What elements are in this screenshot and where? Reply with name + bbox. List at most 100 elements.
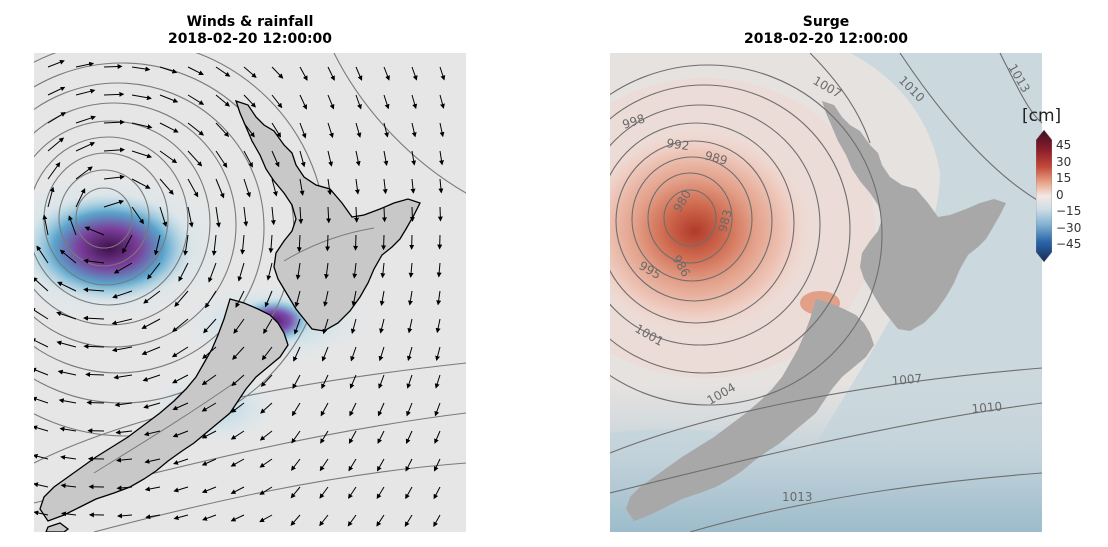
wind-arrow: [203, 318, 217, 334]
wind-arrow: [323, 290, 329, 307]
colorbar-tick: 45: [1056, 138, 1072, 152]
wind-arrow: [243, 178, 251, 198]
wind-arrow: [86, 400, 105, 406]
wind-arrow: [201, 486, 217, 494]
wind-arrow: [263, 318, 273, 334]
wind-arrow: [215, 66, 231, 77]
wind-arrow: [143, 402, 161, 409]
wind-arrow: [327, 178, 333, 196]
wind-arrow: [113, 262, 133, 274]
wind-arrow: [61, 511, 77, 517]
wind-arrow: [131, 66, 151, 72]
wind-arrow: [433, 486, 441, 500]
wind-arrow: [83, 287, 105, 293]
colorbar: [1036, 130, 1052, 262]
wind-arrow: [407, 318, 413, 334]
wind-arrow: [294, 290, 301, 308]
wind-arrow: [202, 514, 217, 521]
wind-arrow: [47, 186, 55, 208]
contour-label: 1007: [891, 371, 923, 388]
wind-arrow: [215, 122, 230, 138]
wind-arrow: [178, 262, 189, 282]
wind-arrow: [383, 150, 389, 166]
wind-arrow: [159, 178, 174, 195]
wind-arrow: [59, 249, 77, 264]
wind-arrow: [187, 150, 203, 167]
wind-arrow: [325, 234, 331, 252]
wind-arrow: [174, 290, 189, 307]
wind-arrow: [230, 458, 245, 467]
wind-arrow: [290, 486, 301, 499]
island-contours: [93, 227, 375, 474]
wind-arrow: [436, 290, 442, 306]
wind-arrow: [60, 483, 77, 489]
wind-arrow: [117, 513, 133, 519]
surge-isobars: [610, 53, 1042, 532]
wind-arrow: [355, 66, 363, 81]
wind-arrow: [230, 514, 245, 522]
wind-arrow: [103, 199, 125, 208]
wind-arrow: [405, 486, 413, 500]
wind-arrow: [410, 178, 416, 194]
wind-arrow: [187, 122, 204, 136]
surge-title: Surge 2018-02-20 12:00:00: [610, 14, 1042, 48]
wind-arrow: [159, 122, 179, 133]
wind-arrow: [143, 430, 161, 437]
wind-arrow: [75, 88, 96, 96]
wind-arrow: [351, 290, 357, 307]
wind-arrow: [376, 486, 385, 500]
wind-arrow: [348, 430, 357, 444]
wind-arrow: [383, 122, 389, 138]
wind-arrow: [381, 206, 387, 223]
wind-arrow: [349, 402, 357, 417]
wind-arrow: [327, 66, 335, 81]
wind-arrow: [347, 514, 357, 527]
wind-arrow: [215, 150, 228, 168]
wind-arrow: [83, 343, 105, 349]
wind-arrow: [259, 458, 273, 468]
wind-arrow: [439, 66, 446, 81]
wind-arrow: [142, 374, 161, 382]
wind-arrow: [85, 372, 105, 378]
wind-arrow: [34, 367, 49, 376]
wind-arrow: [439, 150, 444, 166]
wind-arrow: [58, 398, 77, 404]
wind-arrow: [116, 485, 133, 491]
wind-arrow: [260, 402, 273, 414]
wind-arrow: [319, 514, 329, 527]
wind-arrow: [173, 458, 189, 465]
wind-arrow: [34, 425, 49, 432]
wind-arrow: [290, 514, 301, 526]
wind-arrow: [354, 206, 360, 223]
wind-arrow: [379, 290, 385, 306]
wind-arrow: [377, 430, 385, 444]
wind-arrow: [84, 226, 105, 236]
wind-arrow: [320, 430, 329, 444]
wind-arrow: [435, 346, 441, 361]
wind-arrow: [47, 161, 61, 180]
wind-arrow: [103, 119, 125, 125]
wind-arrow: [159, 94, 179, 103]
wind-arrow: [383, 66, 390, 81]
wind-arrow: [380, 262, 386, 279]
wind-arrow: [261, 346, 273, 361]
wind-arrow: [173, 514, 189, 520]
wind-arrow: [260, 374, 273, 387]
wind-arrow: [59, 426, 77, 432]
wind-arrow: [232, 346, 245, 360]
contour-label: 998: [621, 111, 647, 131]
surge-map: 1007 1010 1013 998 992 989 983 980 986 9…: [610, 53, 1042, 532]
wind-arrow: [383, 94, 390, 110]
wind-arrow: [271, 178, 278, 197]
wind-arrow: [112, 290, 133, 299]
wind-arrow: [378, 374, 385, 389]
wind-arrow: [434, 430, 441, 444]
north-island-surge: [822, 101, 1006, 331]
panel-title-timestamp: 2018-02-20 12:00:00: [743, 31, 909, 47]
wind-arrow: [183, 234, 189, 256]
wind-arrow: [34, 338, 49, 348]
wind-arrow: [266, 262, 273, 281]
wind-arrow: [319, 458, 329, 472]
wind-arrow: [187, 66, 204, 76]
